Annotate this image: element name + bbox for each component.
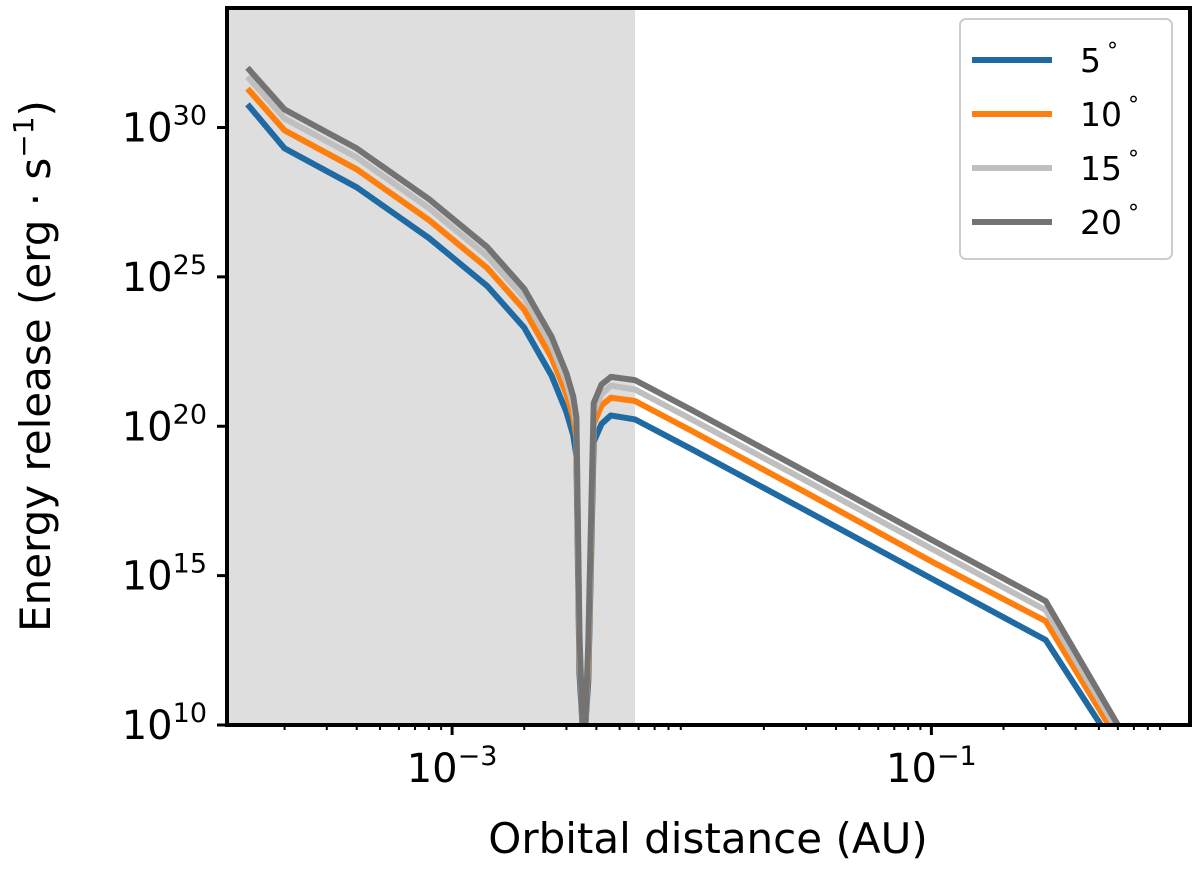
legend-label-10: 10 ° — [1080, 93, 1139, 134]
y-tick-label: 1025 — [122, 250, 207, 301]
series-line-10 — [245, 86, 1112, 725]
x-axis-label: Orbital distance (AU) — [488, 814, 927, 863]
series-line-15 — [245, 74, 1117, 725]
legend-label-15: 15 ° — [1080, 147, 1139, 188]
legend-unit: ° — [1107, 39, 1118, 64]
y-tick-exp: 10 — [173, 698, 207, 729]
y-tick-label: 1030 — [122, 101, 207, 152]
legend-name: 5 — [1080, 41, 1101, 80]
y-tick-base: 10 — [122, 703, 173, 749]
y-tick-base: 10 — [122, 106, 173, 152]
legend-unit: ° — [1128, 147, 1139, 172]
y-axis-label-close: ) — [11, 100, 60, 116]
x-tick-label: 10−1 — [886, 741, 977, 792]
x-axis: 10−3 10−1 — [283, 725, 1162, 792]
y-tick-exp: 15 — [173, 549, 207, 580]
y-axis-label-exp: −1 — [7, 116, 40, 157]
legend-label-20: 20 ° — [1080, 201, 1139, 242]
legend-name: 10 — [1080, 95, 1122, 134]
legend-name: 20 — [1080, 203, 1122, 242]
x-tick-base: 10 — [886, 746, 937, 792]
plot-frame — [225, 6, 1192, 727]
legend-name: 15 — [1080, 149, 1122, 188]
legend-unit: ° — [1128, 201, 1139, 226]
series-lines — [245, 65, 1121, 725]
x-tick-base: 10 — [407, 746, 458, 792]
legend: 5 °10 °15 °20 ° — [959, 18, 1173, 260]
y-tick-exp: 20 — [173, 399, 207, 430]
legend-frame — [959, 18, 1173, 260]
y-axis-label-main: Energy release (erg · s — [11, 158, 60, 632]
y-tick-base: 10 — [122, 255, 173, 301]
series-line-20 — [245, 65, 1121, 725]
legend-unit: ° — [1128, 93, 1139, 118]
x-tick-exp: −3 — [458, 741, 498, 772]
y-tick-exp: 30 — [173, 101, 207, 132]
y-tick-exp: 25 — [173, 250, 207, 281]
y-tick-base: 10 — [122, 404, 173, 450]
y-tick-label: 1010 — [122, 698, 207, 749]
legend-label-5: 5 ° — [1080, 39, 1118, 80]
x-tick-exp: −1 — [937, 741, 977, 772]
series-line-5 — [245, 102, 1104, 725]
y-tick-base: 10 — [122, 554, 173, 600]
y-tick-label: 1015 — [122, 549, 207, 600]
x-tick-label: 10−3 — [407, 741, 498, 792]
y-tick-label: 1020 — [122, 399, 207, 450]
shaded-region — [227, 8, 636, 725]
y-axis-label: Energy release (erg · s−1) — [7, 100, 60, 632]
